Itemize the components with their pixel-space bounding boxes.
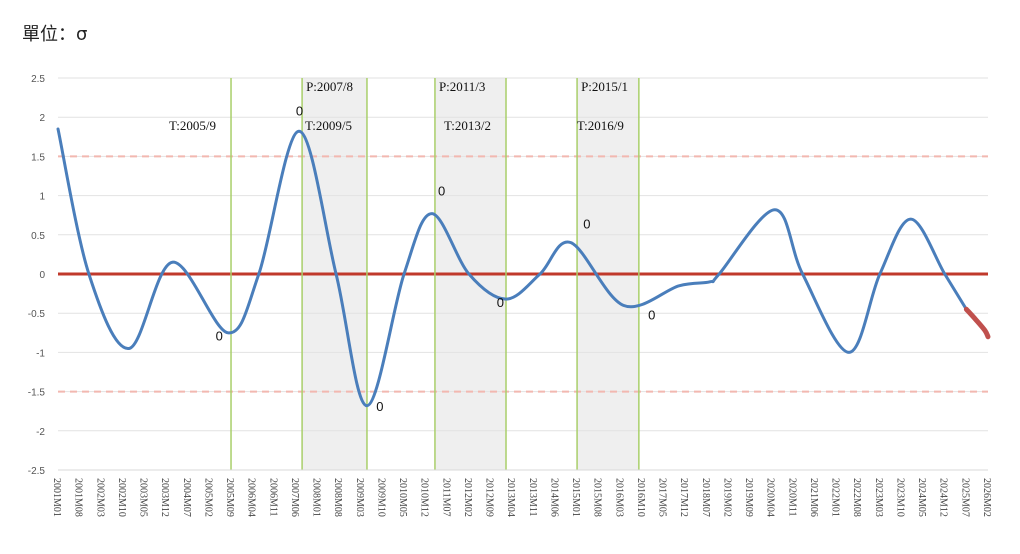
x-tick-label: 2024M12 [938,478,949,517]
x-tick-label: 2005M02 [202,478,213,517]
x-tick-label: 2013M11 [527,478,538,517]
point-annotation: 0 [216,329,223,344]
x-tick-label: 2025M07 [959,478,970,517]
y-tick-label: -2.5 [28,466,46,477]
point-annotation: 0 [497,295,504,310]
x-tick-label: 2017M05 [657,478,668,517]
x-tick-label: 2021M06 [808,478,819,517]
x-tick-label: 2003M12 [159,478,170,517]
x-tick-label: 2008M08 [332,478,343,517]
x-tick-label: 2023M03 [873,478,884,517]
turning-point-label: P:2015/1 [581,79,628,94]
turning-point-label: T:2013/2 [444,118,491,133]
x-tick-label: 2019M09 [743,478,754,517]
x-tick-label: 2002M10 [116,478,127,517]
x-tick-label: 2023M10 [894,478,905,517]
x-tick-label: 2012M02 [462,478,473,517]
point-annotation: 0 [376,399,383,414]
x-tick-label: 2014M06 [548,478,559,517]
y-tick-label: -1 [36,348,45,359]
y-tick-label: 1.5 [31,152,45,163]
x-tick-label: 2009M10 [375,478,386,517]
x-tick-label: 2001M08 [73,478,84,517]
series-line-actual [56,127,968,408]
x-tick-label: 2022M08 [851,478,862,517]
y-tick-label: 2.5 [31,74,45,85]
x-tick-label: 2019M02 [721,478,732,517]
x-tick-label: 2022M01 [830,478,841,517]
x-tick-label: 2018M07 [700,478,711,517]
x-tick-label: 2008M01 [311,478,322,517]
y-tick-label: -2 [36,427,45,438]
x-tick-label: 2006M04 [246,478,257,517]
x-tick-label: 2002M03 [94,478,105,517]
x-tick-label: 2015M01 [570,478,581,517]
x-tick-label: 2015M08 [592,478,603,517]
x-tick-label: 2026M02 [981,478,992,517]
y-tick-label: -0.5 [28,309,46,320]
x-tick-label: 2010M05 [397,478,408,517]
x-tick-label: 2017M12 [678,478,689,517]
y-tick-label: 1 [39,192,45,203]
x-tick-label: 2009M03 [354,478,365,517]
point-annotation: 0 [648,307,655,322]
x-tick-label: 2020M11 [786,478,797,517]
turning-point-label: P:2007/8 [306,79,353,94]
x-tick-label: 2006M11 [267,478,278,517]
x-tick-label: 2016M10 [635,478,646,517]
x-tick-label: 2007M06 [289,478,300,517]
point-annotation: 0 [438,184,445,199]
unit-label: 單位：σ [22,24,88,45]
x-tick-label: 2016M03 [613,478,624,517]
point-annotation: 0 [583,217,590,232]
x-tick-label: 2024M05 [916,478,927,517]
x-tick-label: 2004M07 [181,478,192,517]
x-tick-label: 2005M09 [224,478,235,517]
y-tick-label: 2 [39,113,45,124]
turning-point-label: T:2005/9 [169,118,216,133]
turning-point-label: P:2011/3 [439,79,485,94]
x-tick-label: 2020M04 [765,478,776,517]
x-tick-label: 2010M12 [419,478,430,517]
x-tick-label: 2012M09 [484,478,495,517]
turning-point-label: T:2016/9 [577,118,624,133]
y-tick-label: -1.5 [28,388,46,399]
turning-point-label: T:2009/5 [305,118,352,133]
x-tick-label: 2013M04 [505,478,516,517]
x-tick-label: 2011M07 [440,478,451,517]
point-annotation: 0 [296,104,303,119]
x-tick-label: 2001M01 [51,478,62,517]
y-tick-label: 0 [39,270,45,281]
y-tick-label: 0.5 [31,231,45,242]
x-tick-label: 2003M05 [138,478,149,517]
series-line-forecast [963,306,991,340]
